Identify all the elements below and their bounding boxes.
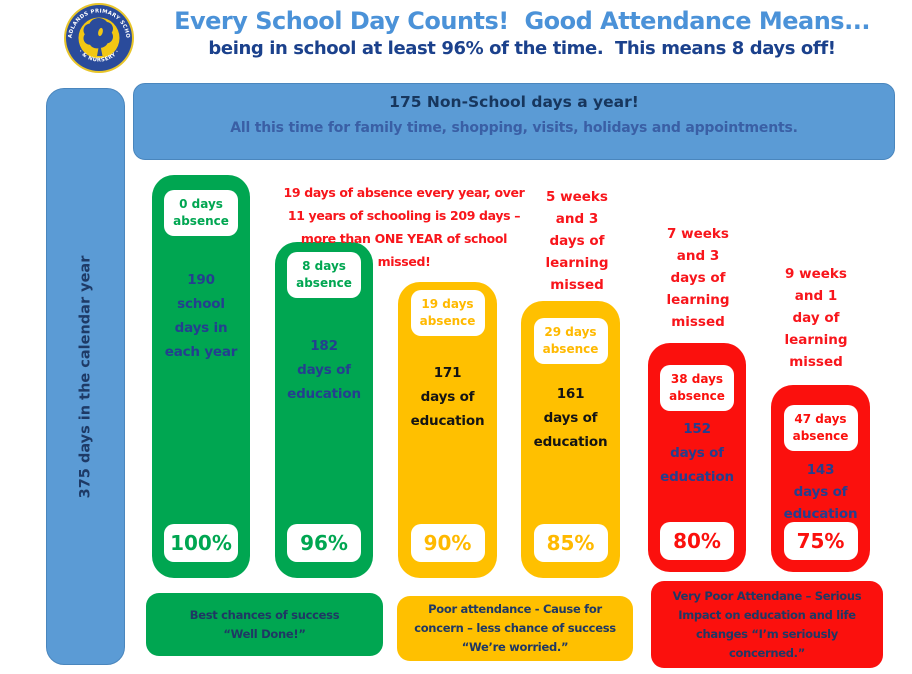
attendance-bar-75: 47 days absence 143 days of education 75… [771, 385, 870, 572]
annotation-5-weeks-missed: 5 weeks and 3 days of learning missed [545, 189, 609, 293]
annotation-7-weeks-missed: 7 weeks and 3 days of learning missed [666, 226, 730, 330]
calendar-year-label: 375 days in the calendar year [77, 255, 94, 498]
percent-badge: 80% [660, 522, 734, 560]
footer-poor-attendance: Poor attendance - Cause for concern – le… [397, 596, 633, 661]
education-days-text: 161 days of education [533, 386, 608, 450]
nonschool-days-banner: 175 Non-School days a year! All this tim… [133, 83, 895, 160]
education-days-text: 152 days of education [660, 421, 734, 485]
absence-badge: 0 days absence [164, 190, 238, 236]
absence-badge: 8 days absence [287, 252, 361, 298]
attendance-bar-90: 19 days absence 171 days of education 90… [398, 282, 497, 578]
percent-badge: 75% [783, 522, 858, 560]
absence-badge: 38 days absence [660, 365, 734, 411]
percent-badge: 85% [533, 524, 608, 562]
education-days-text: 190 school days in each year [164, 272, 238, 360]
page-title: Every School Day Counts! Good Attendance… [174, 7, 870, 35]
absence-badge: 19 days absence [410, 290, 485, 336]
percent-badge: 100% [164, 524, 238, 562]
attendance-bar-80: 38 days absence 152 days of education 80… [648, 343, 746, 572]
education-days-text: 182 days of education [287, 338, 361, 402]
attendance-bar-100: 0 days absence 190 school days in each y… [152, 175, 250, 578]
banner-title: 175 Non-School days a year! [389, 93, 639, 111]
calendar-year-bar: 375 days in the calendar year [46, 88, 125, 665]
footer-best-chances: Best chances of success “Well Done!” [146, 593, 383, 656]
annotation-9-weeks-missed: 9 weeks and 1 day of learning missed [784, 266, 848, 370]
school-logo: HEADLANDS PRIMARY SCHOOL · & NURSERY · [63, 2, 134, 73]
annotation-one-year-missed: 19 days of absence every year, over 11 y… [283, 185, 525, 269]
attendance-bar-96: 8 days absence 182 days of education 96% [275, 242, 373, 578]
absence-badge: 29 days absence [533, 318, 608, 364]
footer-very-poor-attendance: Very Poor Attendane – Serious Impact on … [651, 581, 883, 668]
percent-badge: 90% [410, 524, 485, 562]
banner-subtitle: All this time for family time, shopping,… [230, 120, 798, 136]
education-days-text: 143 days of education [783, 462, 858, 522]
education-days-text: 171 days of education [410, 365, 485, 429]
logo-tree-icon [83, 18, 113, 56]
page-subtitle: being in school at least 96% of the time… [208, 38, 836, 59]
absence-badge: 47 days absence [783, 405, 858, 451]
attendance-bar-85: 29 days absence 161 days of education 85… [521, 301, 620, 578]
logo-leaf-icon [98, 27, 103, 37]
percent-badge: 96% [287, 524, 361, 562]
